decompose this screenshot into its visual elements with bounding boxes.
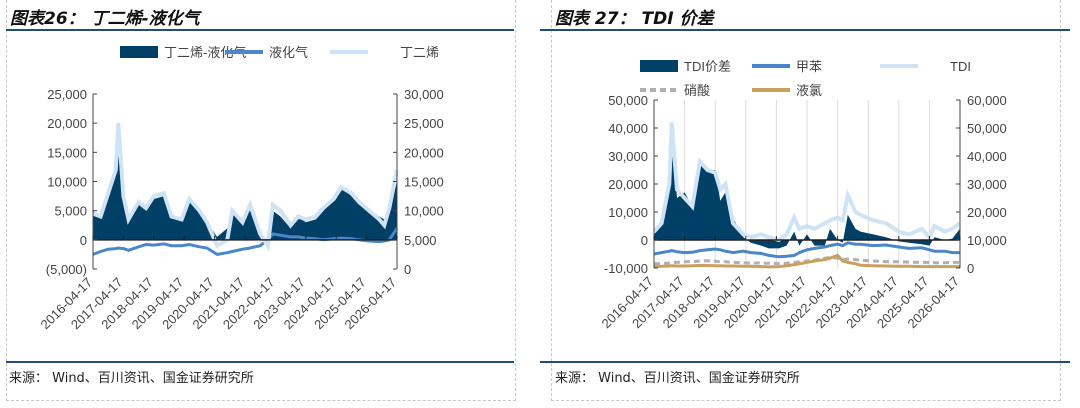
y-right-tick-label: 10,000 (967, 233, 1007, 248)
y-right-tick-label: 5,000 (404, 233, 437, 248)
left-panel (6, 0, 516, 401)
y-right-tick-label: 15,000 (404, 175, 444, 190)
legend-label: TDI价差 (684, 59, 731, 74)
left-bottom-rule (6, 361, 514, 363)
series-line-4 (653, 253, 960, 269)
series-line-3 (653, 255, 960, 266)
legend-label: TDI (950, 59, 971, 74)
legend-label: 甲苯 (796, 59, 822, 74)
y-left-tick-label: -10,000 (604, 261, 648, 276)
left-chart-title: 图表26： 丁二烯-液化气 (10, 9, 200, 29)
y-left-tick-label: 15,000 (47, 145, 87, 160)
left-source-note: 来源： Wind、百川资讯、国金证券研究所 (9, 371, 254, 386)
right-top-rule (540, 29, 1070, 31)
y-left-tick-label: 50,000 (608, 93, 648, 108)
series-line-1 (653, 241, 960, 259)
legend-label: 液化气 (269, 45, 308, 60)
legend-label: 硝酸 (684, 83, 710, 98)
y-left-tick-label: 25,000 (47, 87, 87, 102)
legend-swatch (640, 60, 678, 72)
y-left-tick-label: (5,000) (46, 262, 87, 277)
y-right-tick-label: 60,000 (967, 93, 1007, 108)
y-right-tick-label: 0 (967, 261, 974, 276)
legend-swatch (120, 46, 158, 58)
series-line-2 (92, 123, 399, 252)
y-left-tick-label: 10,000 (47, 175, 87, 190)
right-chart-title: 图表 27： TDI 价差 (555, 9, 714, 29)
y-right-tick-label: 10,000 (404, 204, 444, 219)
y-left-tick-label: 20,000 (608, 177, 648, 192)
y-left-tick-label: 5,000 (54, 204, 87, 219)
series-area-0 (93, 123, 397, 246)
series-line-1 (92, 227, 399, 256)
y-right-tick-label: 30,000 (404, 87, 444, 102)
legend-label: 液氯 (796, 83, 822, 98)
y-right-tick-label: 40,000 (967, 149, 1007, 164)
legend-label: 丁二烯-液化气 (164, 45, 246, 60)
right-source-note: 来源： Wind、百川资讯、国金证券研究所 (555, 371, 800, 386)
y-left-tick-label: 30,000 (608, 149, 648, 164)
series-line-2 (652, 122, 962, 243)
y-right-tick-label: 50,000 (967, 121, 1007, 136)
y-left-tick-label: 20,000 (47, 116, 87, 131)
y-left-tick-label: 0 (80, 233, 87, 248)
y-right-tick-label: 20,000 (967, 205, 1007, 220)
y-right-tick-label: 30,000 (967, 177, 1007, 192)
left-top-rule (6, 29, 514, 31)
right-bottom-rule (540, 361, 1070, 363)
y-right-tick-label: 20,000 (404, 145, 444, 160)
y-left-tick-label: 0 (641, 233, 648, 248)
y-left-tick-label: 10,000 (608, 205, 648, 220)
y-left-tick-label: 40,000 (608, 121, 648, 136)
y-right-tick-label: 0 (404, 262, 411, 277)
legend-label: 丁二烯 (400, 45, 439, 60)
y-right-tick-label: 25,000 (404, 116, 444, 131)
right-panel (551, 0, 1061, 401)
